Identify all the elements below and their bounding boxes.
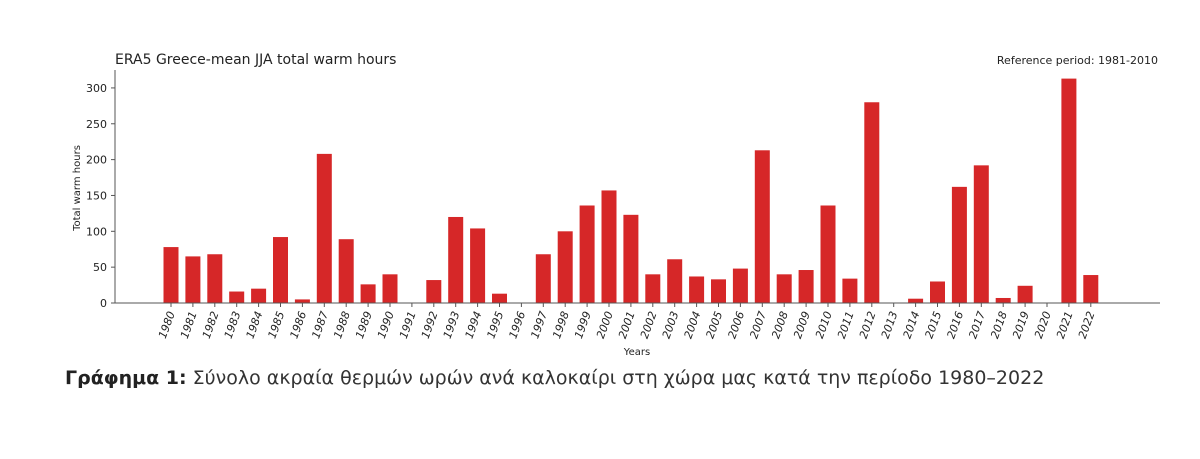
x-tick-label: 1981 — [178, 310, 200, 341]
x-tick-label: 1995 — [485, 310, 507, 341]
y-tick-label: 0 — [100, 297, 107, 310]
bar-2018 — [995, 297, 1011, 303]
x-tick-label: 1990 — [375, 310, 397, 341]
caption-lead: Γράφημα 1: — [65, 367, 187, 389]
chart-title: ERA5 Greece-mean JJA total warm hours — [115, 52, 396, 68]
x-tick-label: 1989 — [353, 310, 375, 341]
bar-2001 — [623, 214, 639, 303]
x-tick-label: 1998 — [550, 310, 572, 341]
reference-period-note: Reference period: 1981-2010 — [997, 54, 1158, 67]
x-axis-label: Years — [623, 347, 650, 358]
bar-1989 — [360, 284, 376, 303]
bar-2003 — [667, 259, 683, 303]
y-tick-label: 250 — [86, 118, 107, 131]
x-tick-label: 2010 — [813, 310, 835, 341]
y-tick-label: 150 — [86, 189, 107, 202]
bar-2015 — [930, 281, 945, 303]
bar-1995 — [492, 293, 507, 303]
x-tick-label: 2001 — [616, 310, 638, 341]
bar-2006 — [732, 268, 748, 303]
y-axis-label: Total warm hours — [72, 145, 83, 232]
warm-hours-bar-chart: ERA5 Greece-mean JJA total warm hours Re… — [72, 52, 1160, 358]
x-tick-label: 2008 — [769, 310, 791, 341]
x-tick-label: 1984 — [244, 310, 266, 341]
x-tick-label: 2011 — [835, 310, 857, 341]
x-tick-label: 2005 — [704, 310, 726, 341]
x-tick-label: 1994 — [463, 310, 485, 341]
x-tick-label: 2009 — [791, 310, 813, 341]
bar-1994 — [470, 228, 486, 303]
x-tick-label: 1985 — [266, 310, 288, 341]
bar-2021 — [1061, 78, 1077, 303]
y-tick-label: 100 — [86, 225, 107, 238]
x-tick-label: 2020 — [1032, 310, 1054, 341]
x-tick-label: 2012 — [857, 310, 879, 341]
bar-1984 — [251, 288, 267, 303]
x-tick-label: 1996 — [506, 310, 528, 341]
x-tick-label: 1980 — [156, 310, 178, 341]
bar-1992 — [426, 280, 442, 303]
bar-2011 — [842, 278, 858, 303]
x-tick-label: 2018 — [988, 310, 1010, 341]
bar-2000 — [601, 190, 617, 303]
bar-2007 — [754, 150, 770, 303]
bar-2019 — [1017, 285, 1033, 303]
x-tick-label: 2007 — [747, 310, 769, 341]
x-tick-label: 2003 — [660, 310, 682, 341]
bar-1999 — [579, 205, 595, 303]
y-tick-label: 50 — [93, 261, 107, 274]
x-tick-label: 1986 — [287, 310, 309, 341]
bar-2016 — [951, 186, 967, 303]
bar-2017 — [973, 165, 989, 303]
x-tick-label: 2015 — [923, 310, 945, 341]
bar-1982 — [207, 254, 223, 303]
x-tick-label: 2022 — [1076, 310, 1098, 341]
x-tick-label: 1997 — [528, 310, 550, 341]
bar-2022 — [1083, 275, 1099, 303]
x-tick-label: 2002 — [638, 310, 660, 341]
y-tick-label: 300 — [86, 82, 107, 95]
x-tick-label: 1991 — [397, 310, 419, 341]
bar-2010 — [820, 205, 836, 303]
x-tick-label: 1999 — [572, 310, 594, 341]
x-tick-label: 2004 — [682, 310, 704, 341]
x-tick-label: 1993 — [441, 310, 463, 341]
x-tick-label: 1983 — [222, 310, 244, 341]
x-tick-label: 1988 — [331, 310, 353, 341]
bar-2014 — [908, 298, 924, 303]
caption-text: Σύνολο ακραία θερμών ωρών ανά καλοκαίρι … — [186, 367, 1045, 389]
bar-1993 — [448, 216, 464, 303]
bar-1980 — [163, 247, 179, 303]
x-tick-label: 1992 — [419, 310, 441, 341]
x-tick-label: 2021 — [1054, 310, 1076, 341]
bar-2005 — [711, 279, 726, 303]
figure-caption: Γράφημα 1: Σύνολο ακραία θερμών ωρών ανά… — [65, 363, 1180, 393]
bar-2002 — [645, 274, 661, 303]
bar-1998 — [557, 231, 573, 303]
bar-2008 — [776, 274, 792, 303]
bar-2004 — [689, 276, 705, 303]
x-tick-label: 2017 — [966, 310, 988, 341]
bar-1986 — [294, 299, 310, 303]
x-tick-label: 2019 — [1010, 310, 1032, 341]
bar-1988 — [338, 239, 354, 303]
bar-1985 — [273, 237, 288, 303]
x-tick-label: 2016 — [944, 310, 966, 341]
y-tick-label: 200 — [86, 154, 107, 167]
bar-1987 — [316, 153, 332, 303]
bar-1997 — [535, 254, 551, 303]
x-tick-label: 2006 — [725, 310, 747, 341]
bar-2012 — [864, 102, 880, 303]
bar-1983 — [229, 291, 245, 303]
bar-1981 — [185, 256, 201, 303]
x-tick-label: 1982 — [200, 310, 222, 341]
bar-2009 — [798, 270, 814, 303]
x-tick-label: 2013 — [879, 310, 901, 341]
x-tick-label: 1987 — [309, 310, 331, 341]
x-tick-label: 2000 — [594, 310, 616, 341]
x-tick-label: 2014 — [901, 310, 923, 341]
bar-1990 — [382, 274, 398, 303]
